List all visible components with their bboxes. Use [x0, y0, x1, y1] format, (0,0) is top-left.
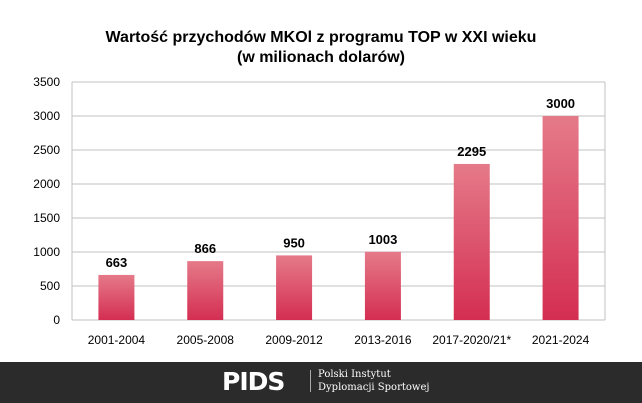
divider	[310, 370, 311, 392]
x-tick-label: 2017-2020/21*	[432, 333, 511, 347]
data-label: 663	[106, 255, 128, 270]
x-tick-label: 2001-2004	[88, 333, 146, 347]
institute-line-1: Polski Instytut	[318, 369, 391, 380]
bar-chart: 0 500 1000 1500 2000 2500 3000 3500 663 2001-2004…	[33, 75, 606, 347]
bar	[364, 251, 401, 320]
institute-name: Polski Instytut Dyplomacji Sportowej	[318, 368, 429, 394]
footer: PIDS Polski Instytut Dyplomacji Sportowe…	[0, 362, 642, 403]
bar	[187, 261, 224, 320]
x-tick-label: 2013-2016	[354, 333, 412, 347]
data-label: 950	[283, 235, 305, 250]
bar	[453, 163, 490, 320]
chart-subtitle: (w milionach dolarów)	[236, 49, 405, 66]
data-label: 1003	[368, 232, 397, 247]
x-tick-label: 2005-2008	[177, 333, 235, 347]
chart-title: Wartość przychodów MKOl z programu TOP w…	[105, 29, 537, 46]
y-tick-label: 3000	[33, 109, 60, 123]
y-tick-label: 2500	[33, 143, 60, 157]
institute-line-2: Dyplomacji Sportowej	[318, 382, 430, 393]
data-label: 3000	[546, 96, 575, 111]
x-tick-label: 2009-2012	[265, 333, 323, 347]
data-label: 2295	[457, 144, 486, 159]
y-tick-label: 3500	[33, 75, 60, 89]
data-label: 866	[194, 241, 216, 256]
bar	[542, 116, 579, 320]
y-tick-label: 500	[40, 279, 60, 293]
y-tick-label: 1000	[33, 245, 60, 259]
y-tick-label: 0	[53, 313, 60, 327]
bar	[276, 255, 313, 320]
y-tick-label: 2000	[33, 177, 60, 191]
bar	[98, 274, 135, 320]
x-tick-label: 2021-2024	[532, 333, 590, 347]
y-tick-label: 1500	[33, 211, 60, 225]
pids-logo: PIDS	[222, 367, 285, 396]
